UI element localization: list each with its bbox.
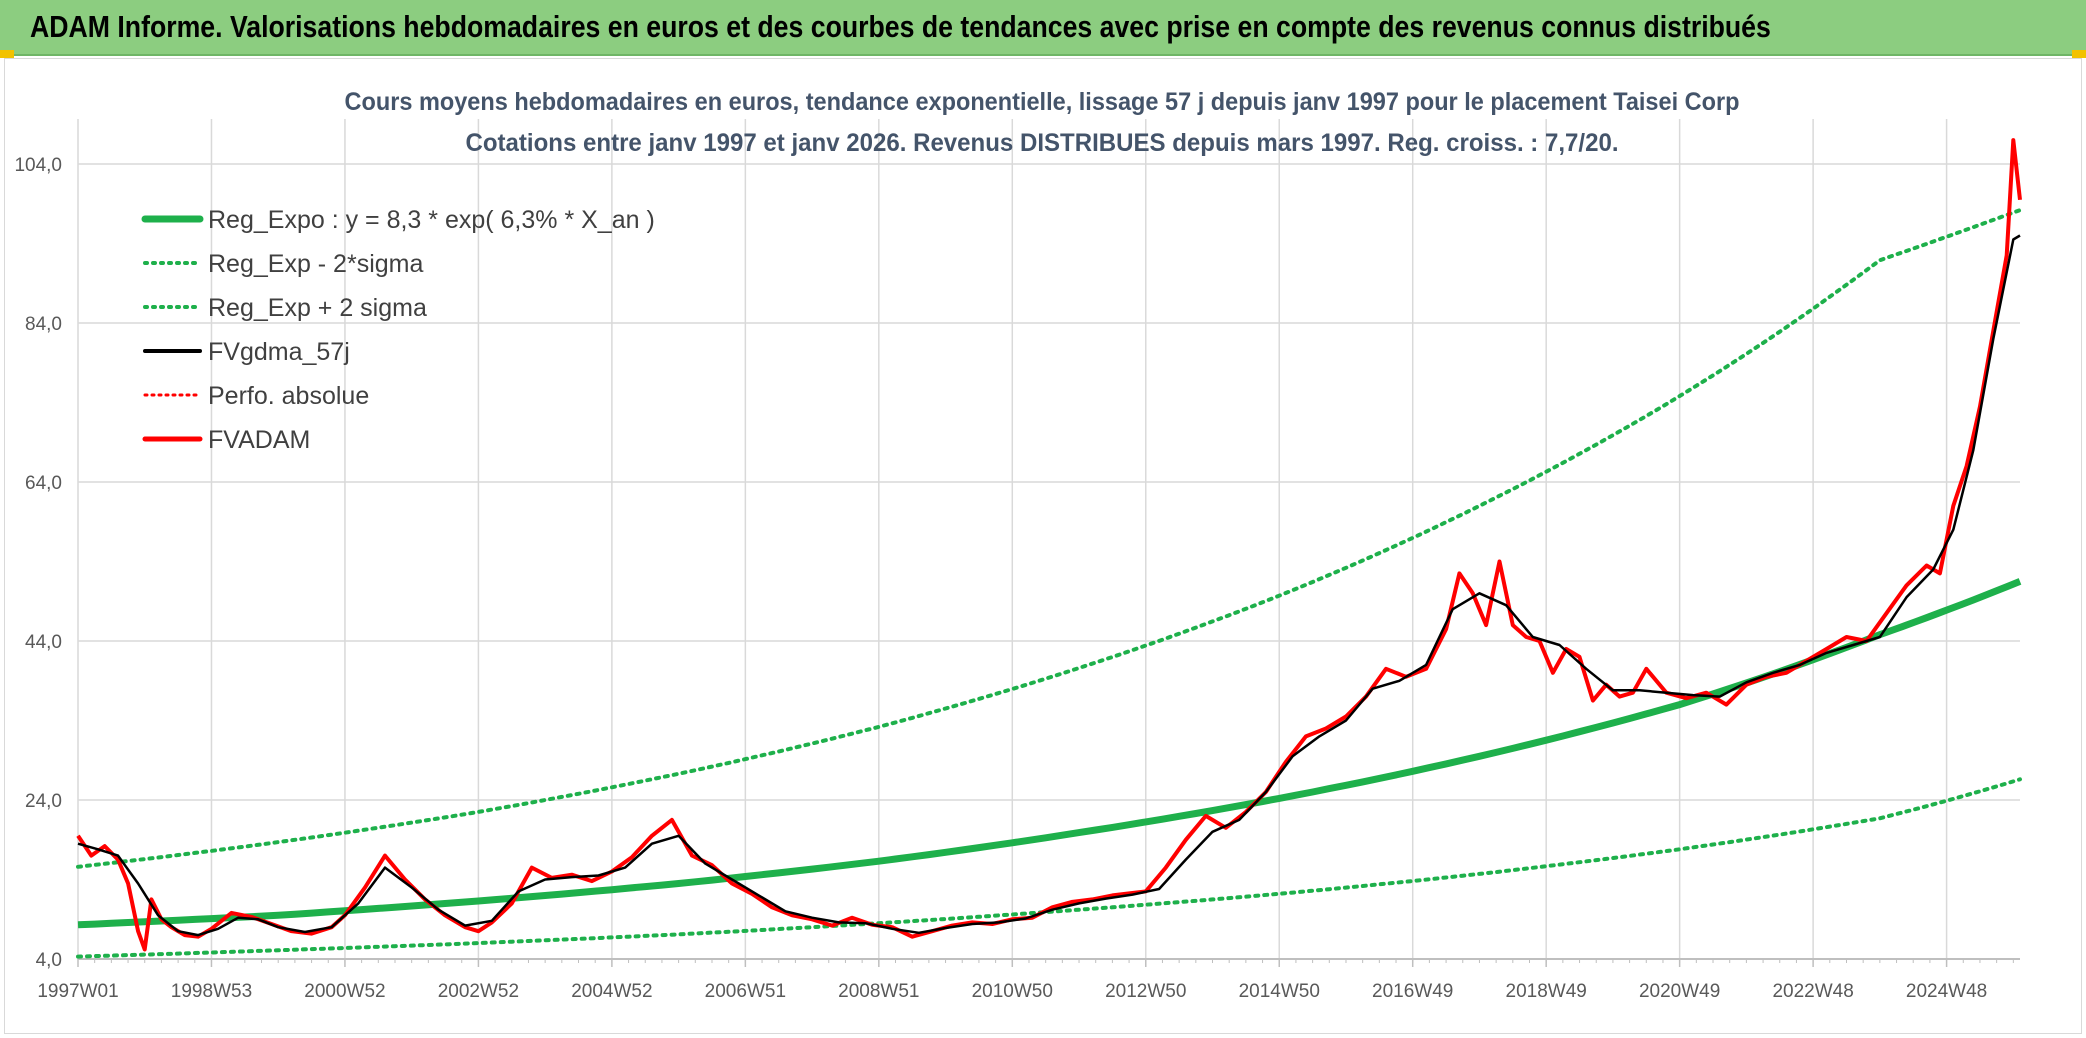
- y-tick-label: 64,0: [25, 473, 62, 494]
- x-tick-label: 2018W49: [1506, 981, 1587, 1002]
- axes: 4,0 24,0 44,0 64,0 84,0 104,0 1997W01 1998W53 20…: [14, 155, 2020, 1002]
- grid: [77, 119, 2020, 960]
- x-tick-label: 2010W50: [972, 981, 1053, 1002]
- x-tick-label: 2014W50: [1239, 981, 1320, 1002]
- x-tick-label: 2004W52: [571, 981, 652, 1002]
- legend-label-fvgdma: FVgdma_57j: [208, 338, 350, 366]
- x-tick-label: 2022W48: [1772, 981, 1853, 1002]
- report-banner: ADAM Informe. Valorisations hebdomadaire…: [0, 0, 2086, 56]
- y-tick-label: 84,0: [25, 314, 62, 335]
- legend-label-reg_plus: Reg_Exp + 2 sigma: [208, 294, 427, 322]
- x-tick-label: 2012W50: [1105, 981, 1186, 1002]
- legend-label-fvadam: FVADAM: [208, 426, 310, 454]
- x-tick-label: 2016W49: [1372, 981, 1453, 1002]
- chart-frame: [4, 58, 2082, 1034]
- report-title: ADAM Informe. Valorisations hebdomadaire…: [30, 9, 1771, 44]
- legend-label-reg_expo: Reg_Expo : y = 8,3 * exp( 6,3% * X_an ): [208, 206, 655, 234]
- y-tick-label: 44,0: [25, 632, 62, 653]
- x-tick-label: 2000W52: [304, 981, 385, 1002]
- chart-title-line2: Cotations entre janv 1997 et janv 2026. …: [466, 129, 1619, 157]
- x-tick-label: 2020W49: [1639, 981, 1720, 1002]
- y-tick-label: 24,0: [25, 791, 62, 812]
- reg-expo-line: [77, 578, 2022, 929]
- x-tick-label: 2008W51: [838, 981, 919, 1002]
- chart-title-line1: Cours moyens hebdomadaires en euros, ten…: [345, 88, 1740, 116]
- x-tick-label: 2006W51: [705, 981, 786, 1002]
- reg-exp-minus-2sigma-line: [76, 777, 2022, 959]
- y-tick-label: 104,0: [14, 155, 62, 176]
- banner-corner-left: [0, 50, 14, 58]
- legend-label-reg_minus: Reg_Exp - 2*sigma: [208, 250, 423, 278]
- series-area: [76, 138, 2022, 959]
- x-tick-label: 1998W53: [171, 981, 252, 1002]
- fvgdma-57j-line: [77, 234, 2021, 937]
- x-tick-label: 1997W01: [37, 981, 118, 1002]
- y-tick-label: 4,0: [36, 950, 62, 971]
- banner-corner-right: [2072, 50, 2086, 58]
- x-tick-label: 2024W48: [1906, 981, 1987, 1002]
- reg-exp-plus-2sigma-line: [76, 208, 2022, 869]
- legend: Reg_Expo : y = 8,3 * exp( 6,3% * X_an ) R…: [141, 206, 655, 454]
- legend-label-perfo: Perfo. absolue: [208, 382, 369, 410]
- x-tick-label: 2002W52: [438, 981, 519, 1002]
